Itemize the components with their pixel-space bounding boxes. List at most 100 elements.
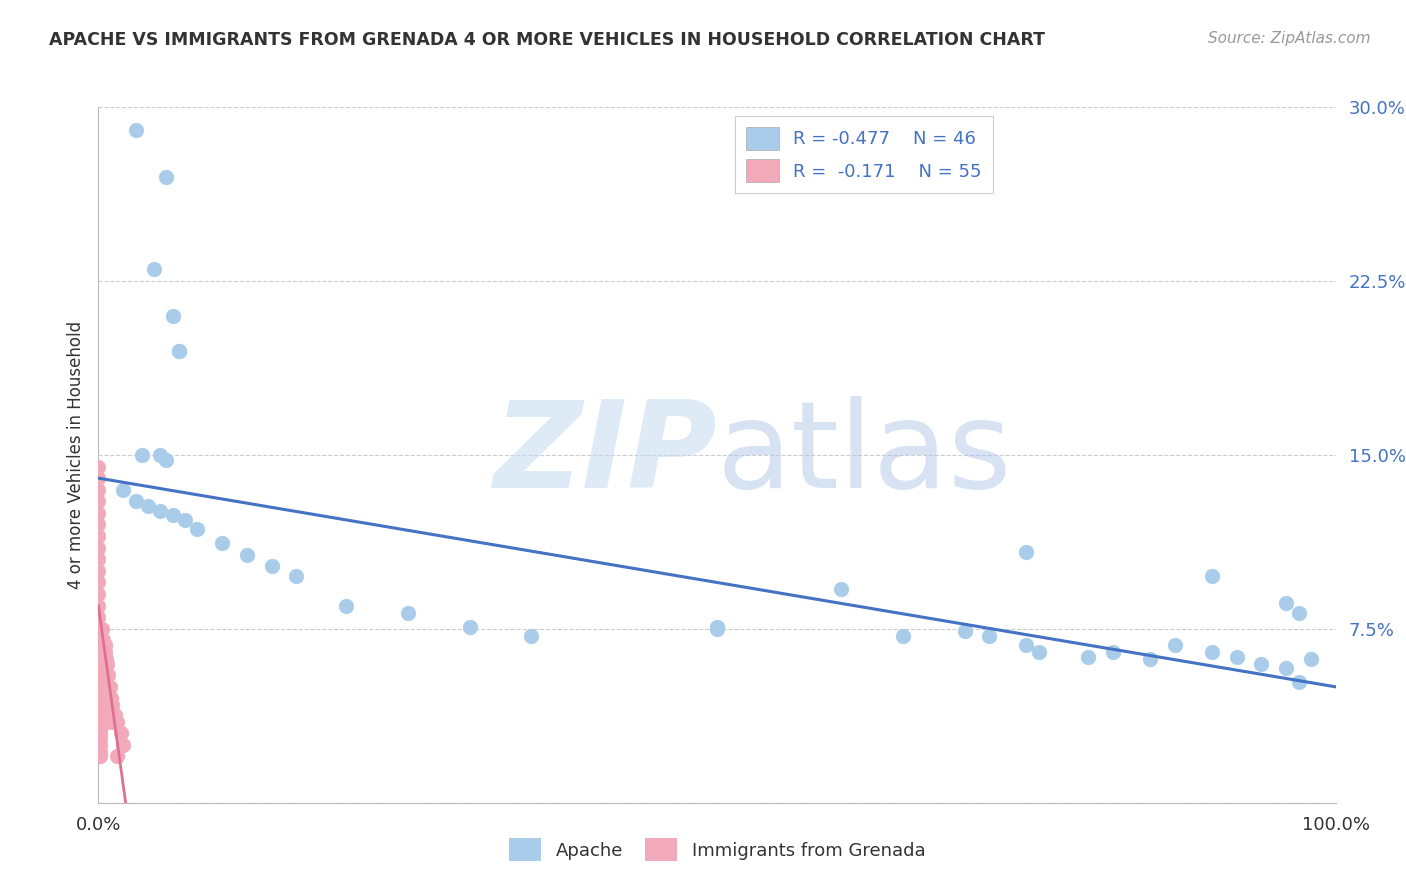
Point	[87, 645, 110, 659]
Point	[87, 610, 110, 624]
Point	[1015, 545, 1038, 559]
Point	[124, 494, 146, 508]
Point	[396, 606, 419, 620]
Point	[98, 703, 121, 717]
Point	[89, 731, 111, 745]
Point	[87, 529, 110, 543]
Point	[87, 622, 110, 636]
Point	[96, 684, 118, 698]
Point	[90, 645, 112, 659]
Point	[89, 722, 111, 736]
Point	[1201, 568, 1223, 582]
Point	[89, 726, 111, 740]
Point	[830, 582, 852, 597]
Point	[87, 471, 110, 485]
Point	[458, 619, 481, 633]
Point	[149, 503, 172, 517]
Point	[97, 668, 120, 682]
Point	[891, 629, 914, 643]
Point	[174, 513, 197, 527]
Point	[97, 691, 120, 706]
Point	[87, 633, 110, 648]
Point	[136, 499, 159, 513]
Point	[87, 691, 110, 706]
Point	[100, 714, 122, 729]
Point	[143, 262, 166, 277]
Point	[1275, 661, 1298, 675]
Point	[149, 448, 172, 462]
Point	[91, 622, 114, 636]
Point	[98, 680, 121, 694]
Point	[91, 657, 114, 671]
Point	[167, 343, 190, 358]
Point	[87, 668, 110, 682]
Point	[1139, 652, 1161, 666]
Point	[105, 749, 128, 764]
Point	[1288, 675, 1310, 690]
Point	[90, 622, 112, 636]
Point	[162, 309, 184, 323]
Point	[953, 624, 976, 639]
Point	[87, 575, 110, 590]
Point	[93, 668, 115, 682]
Point	[87, 680, 110, 694]
Point	[87, 506, 110, 520]
Point	[87, 657, 110, 671]
Point	[87, 483, 110, 497]
Point	[1299, 652, 1322, 666]
Point	[1201, 645, 1223, 659]
Point	[260, 559, 283, 574]
Point	[101, 698, 124, 713]
Point	[1250, 657, 1272, 671]
Point	[162, 508, 184, 523]
Y-axis label: 4 or more Vehicles in Household: 4 or more Vehicles in Household	[66, 321, 84, 589]
Point	[236, 548, 259, 562]
Point	[112, 483, 135, 497]
Point	[87, 541, 110, 555]
Point	[1275, 596, 1298, 610]
Point	[87, 494, 110, 508]
Point	[87, 564, 110, 578]
Point	[155, 169, 177, 184]
Point	[103, 707, 125, 722]
Point	[87, 587, 110, 601]
Point	[520, 629, 543, 643]
Point	[155, 452, 177, 467]
Point	[89, 749, 111, 764]
Point	[124, 123, 146, 137]
Point	[87, 552, 110, 566]
Point	[112, 738, 135, 752]
Point	[285, 568, 308, 582]
Point	[1028, 645, 1050, 659]
Point	[87, 459, 110, 474]
Point	[87, 517, 110, 532]
Point	[186, 522, 208, 536]
Point	[89, 738, 111, 752]
Point	[131, 448, 153, 462]
Point	[93, 638, 115, 652]
Point	[94, 652, 117, 666]
Point	[93, 661, 115, 675]
Point	[89, 714, 111, 729]
Point	[335, 599, 357, 613]
Text: Source: ZipAtlas.com: Source: ZipAtlas.com	[1208, 31, 1371, 46]
Text: APACHE VS IMMIGRANTS FROM GRENADA 4 OR MORE VEHICLES IN HOUSEHOLD CORRELATION CH: APACHE VS IMMIGRANTS FROM GRENADA 4 OR M…	[49, 31, 1045, 49]
Point	[706, 619, 728, 633]
Point	[93, 645, 115, 659]
Point	[211, 536, 233, 550]
Point	[105, 714, 128, 729]
Point	[100, 691, 122, 706]
Point	[167, 343, 190, 358]
Legend: Apache, Immigrants from Grenada: Apache, Immigrants from Grenada	[499, 829, 935, 871]
Point	[89, 707, 111, 722]
Point	[110, 726, 132, 740]
Point	[1226, 649, 1249, 664]
Point	[93, 633, 115, 648]
Point	[87, 599, 110, 613]
Point	[89, 745, 111, 759]
Text: atlas: atlas	[717, 396, 1012, 514]
Point	[1102, 645, 1125, 659]
Point	[89, 703, 111, 717]
Point	[706, 622, 728, 636]
Point	[94, 680, 117, 694]
